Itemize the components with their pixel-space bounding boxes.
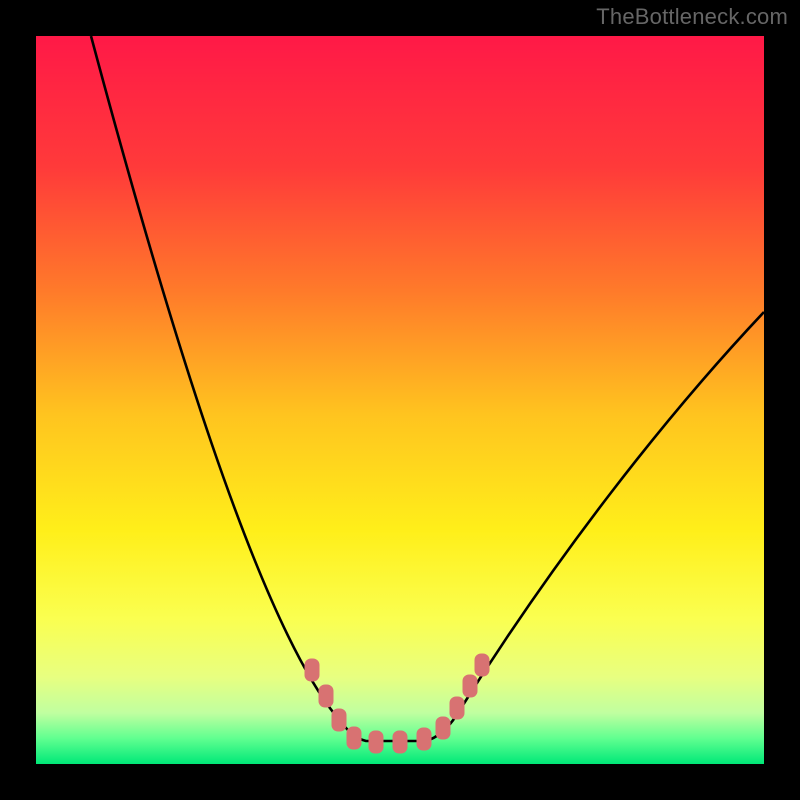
curve-marker: [417, 728, 431, 750]
bottleneck-curve-chart: [36, 36, 764, 764]
curve-marker: [393, 731, 407, 753]
curve-marker: [319, 685, 333, 707]
curve-marker: [347, 727, 361, 749]
chart-frame: TheBottleneck.com: [0, 0, 800, 800]
curve-marker: [450, 697, 464, 719]
curve-marker: [332, 709, 346, 731]
curve-marker: [305, 659, 319, 681]
curve-marker: [463, 675, 477, 697]
curve-marker: [436, 717, 450, 739]
plot-area: [36, 36, 764, 764]
gradient-background: [36, 36, 764, 764]
watermark-text: TheBottleneck.com: [596, 4, 788, 30]
curve-marker: [369, 731, 383, 753]
curve-marker: [475, 654, 489, 676]
